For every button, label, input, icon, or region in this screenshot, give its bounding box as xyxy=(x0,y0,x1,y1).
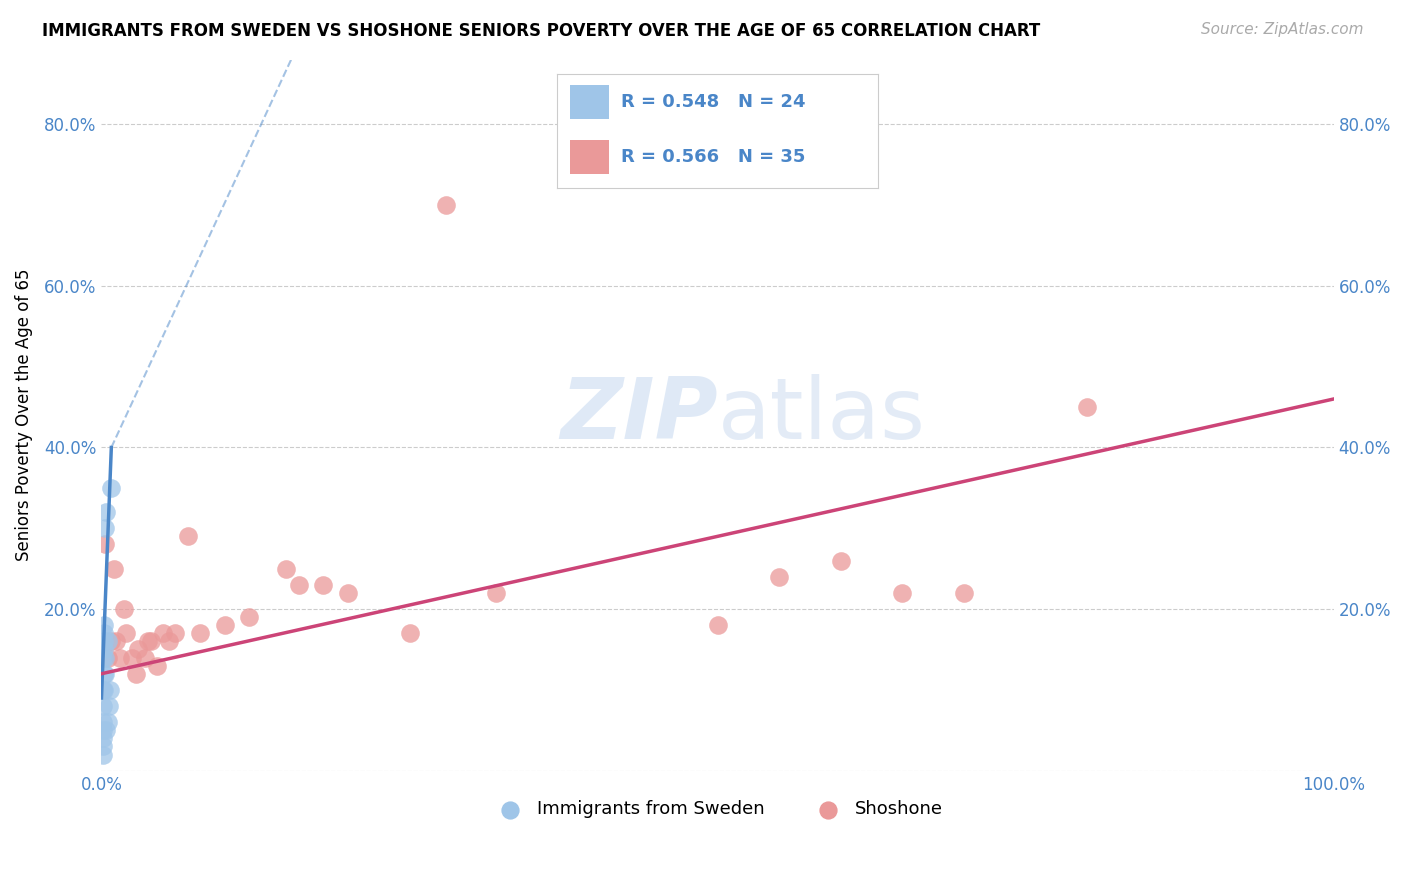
Point xyxy=(97,715,120,730)
Point xyxy=(706,618,728,632)
Point xyxy=(94,537,117,551)
Point xyxy=(103,562,125,576)
Point xyxy=(97,699,120,714)
Point xyxy=(121,650,143,665)
Point xyxy=(312,578,335,592)
Y-axis label: Seniors Poverty Over the Age of 65: Seniors Poverty Over the Age of 65 xyxy=(15,268,32,561)
Point xyxy=(139,634,162,648)
Point xyxy=(1076,400,1098,414)
Point xyxy=(91,739,114,754)
Point xyxy=(96,723,118,738)
Point xyxy=(125,666,148,681)
Point xyxy=(146,658,169,673)
Point xyxy=(93,666,115,681)
Point xyxy=(93,634,115,648)
Legend: Immigrants from Sweden, Shoshone: Immigrants from Sweden, Shoshone xyxy=(485,793,950,826)
Text: ZIP: ZIP xyxy=(560,374,717,457)
Point xyxy=(953,586,976,600)
Point xyxy=(276,562,298,576)
Point xyxy=(188,626,211,640)
Point xyxy=(108,650,131,665)
Text: atlas: atlas xyxy=(717,374,925,457)
Point xyxy=(177,529,200,543)
Point xyxy=(94,666,117,681)
Point xyxy=(91,731,114,746)
Point xyxy=(336,586,359,600)
Point xyxy=(91,723,114,738)
Point xyxy=(485,586,508,600)
Point xyxy=(91,699,114,714)
Point xyxy=(287,578,309,592)
Point xyxy=(93,626,115,640)
Point xyxy=(214,618,236,632)
Point xyxy=(98,682,121,697)
Point xyxy=(436,198,458,212)
Point xyxy=(830,553,852,567)
Point xyxy=(91,747,114,762)
Point xyxy=(136,634,159,648)
Point xyxy=(93,642,115,657)
Point xyxy=(91,650,114,665)
Point xyxy=(115,626,138,640)
Point xyxy=(96,505,118,519)
Point xyxy=(112,602,135,616)
Point xyxy=(152,626,174,640)
Point xyxy=(105,634,128,648)
Point xyxy=(768,570,790,584)
Point xyxy=(100,634,122,648)
Point xyxy=(91,715,114,730)
Point xyxy=(891,586,914,600)
Point xyxy=(238,610,260,624)
Point xyxy=(91,682,114,697)
Text: IMMIGRANTS FROM SWEDEN VS SHOSHONE SENIORS POVERTY OVER THE AGE OF 65 CORRELATIO: IMMIGRANTS FROM SWEDEN VS SHOSHONE SENIO… xyxy=(42,22,1040,40)
Point xyxy=(93,618,115,632)
Point xyxy=(97,650,120,665)
Point xyxy=(165,626,187,640)
Point xyxy=(134,650,156,665)
Point xyxy=(127,642,149,657)
Point xyxy=(398,626,420,640)
Point xyxy=(157,634,180,648)
Point xyxy=(97,634,120,648)
Point xyxy=(93,682,115,697)
Point xyxy=(100,481,122,495)
Point xyxy=(94,650,117,665)
Point xyxy=(94,521,117,535)
Text: Source: ZipAtlas.com: Source: ZipAtlas.com xyxy=(1201,22,1364,37)
